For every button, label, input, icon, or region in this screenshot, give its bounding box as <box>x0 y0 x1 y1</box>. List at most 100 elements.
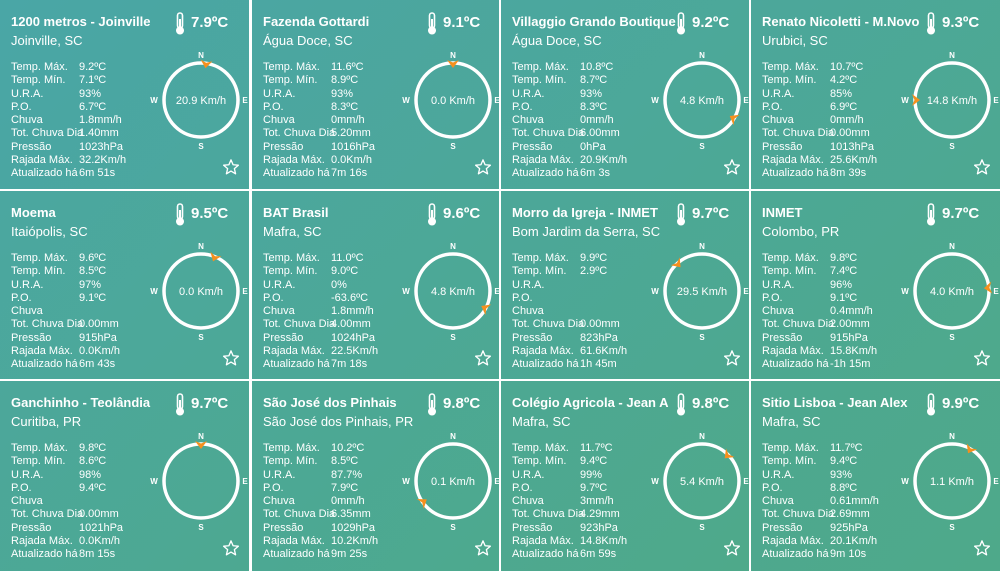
wind-direction-arrow-icon <box>724 448 735 459</box>
compass-w: W <box>901 477 909 486</box>
station-name[interactable]: Villaggio Grando Boutique <box>512 14 676 29</box>
station-name[interactable]: Ganchinho - Teolândia <box>11 395 151 410</box>
value-rain-day-total: 2.69mm <box>830 508 870 521</box>
label-temp-min: Temp. Mín. <box>11 265 66 278</box>
value-pressure: 0hPa <box>580 140 606 153</box>
value-temp-max: 9.9ºC <box>580 252 608 264</box>
label-temp-min: Temp. Mín. <box>762 74 817 87</box>
station-name[interactable]: BAT Brasil <box>263 205 329 220</box>
wind-direction-arrow-icon <box>200 59 213 69</box>
label-dew-point: P.O. <box>512 100 533 113</box>
label-humidity: U.R.A. <box>11 87 44 100</box>
label-rain: Chuva <box>512 495 544 507</box>
star-outline-icon[interactable] <box>973 349 991 367</box>
station-card[interactable]: BAT Brasil Mafra, SC 9.6ºC Temp. Máx. Te… <box>252 191 499 379</box>
station-card[interactable]: Ganchinho - Teolândia Curitiba, PR 9.7ºC… <box>0 381 249 571</box>
value-rain-day-total: 5.20mm <box>331 127 371 140</box>
star-outline-icon[interactable] <box>973 158 991 176</box>
label-temp-max: Temp. Máx. <box>762 442 819 454</box>
station-card[interactable]: Fazenda Gottardi Água Doce, SC 9.1ºC Tem… <box>252 0 499 189</box>
station-card[interactable]: INMET Colombo, PR 9.7ºC Temp. Máx. Temp.… <box>751 191 1000 379</box>
value-updated: -1h 15m <box>830 358 871 370</box>
station-card[interactable]: Moema Itaiópolis, SC 9.5ºC Temp. Máx. Te… <box>0 191 249 379</box>
current-temperature: 9.6ºC <box>443 205 481 222</box>
station-name[interactable]: Moema <box>11 205 56 220</box>
value-rain: 3mm/h <box>580 495 614 507</box>
station-name[interactable]: São José dos Pinhais <box>263 395 397 410</box>
label-max-gust: Rajada Máx. <box>512 344 574 357</box>
value-temp-min: 4.2ºC <box>830 74 858 87</box>
compass-s: S <box>949 523 955 532</box>
value-humidity: 96% <box>830 278 853 291</box>
compass-e: E <box>743 287 749 296</box>
station-name[interactable]: Sitio Lisboa - Jean Alex <box>762 395 908 410</box>
label-temp-min: Temp. Mín. <box>762 265 817 278</box>
station-name[interactable]: Colégio Agricola - Jean A <box>512 395 669 410</box>
label-humidity: U.R.A. <box>762 87 795 100</box>
value-max-gust: 25.6Km/h <box>830 153 878 166</box>
label-max-gust: Rajada Máx. <box>11 534 73 547</box>
compass-e: E <box>494 477 499 486</box>
label-max-gust: Rajada Máx. <box>512 534 574 547</box>
label-updated: Atualizado há <box>263 358 330 370</box>
label-dew-point: P.O. <box>263 291 284 304</box>
label-pressure: Pressão <box>762 140 803 153</box>
star-outline-icon[interactable] <box>474 349 492 367</box>
compass-w: W <box>150 287 158 296</box>
metric-labels: Temp. Máx. Temp. Mín. U.R.A. P.O. Chuva … <box>11 252 83 371</box>
label-humidity: U.R.A. <box>263 87 296 100</box>
compass-n: N <box>198 51 204 60</box>
label-pressure: Pressão <box>512 140 553 153</box>
wind-compass: N S E W 0.0 Km/h <box>150 242 248 342</box>
value-updated: 9m 10s <box>830 548 867 560</box>
station-name[interactable]: Renato Nicoletti - M.Novo <box>762 14 920 29</box>
value-max-gust: 14.8Km/h <box>580 534 628 547</box>
star-outline-icon[interactable] <box>222 539 240 557</box>
station-card[interactable]: São José dos Pinhais São José dos Pinhai… <box>252 381 499 571</box>
star-outline-icon[interactable] <box>723 158 741 176</box>
station-name[interactable]: Morro da Igreja - INMET <box>512 205 658 220</box>
station-city: Mafra, SC <box>263 224 322 239</box>
value-temp-min: 9.4ºC <box>580 455 608 468</box>
station-card[interactable]: Villaggio Grando Boutique Água Doce, SC … <box>501 0 749 189</box>
current-temperature: 9.8ºC <box>443 395 481 412</box>
wind-speed: 4.8 Km/h <box>431 286 475 298</box>
label-temp-min: Temp. Mín. <box>11 455 66 468</box>
station-name[interactable]: INMET <box>762 205 803 220</box>
value-rain: 1.8mm/h <box>79 114 122 126</box>
value-dew-point: 9.4ºC <box>79 481 107 494</box>
star-outline-icon[interactable] <box>474 539 492 557</box>
station-name[interactable]: Fazenda Gottardi <box>263 14 370 29</box>
compass-n: N <box>949 242 955 251</box>
station-card[interactable]: Sitio Lisboa - Jean Alex Mafra, SC 9.9ºC… <box>751 381 1000 571</box>
station-card[interactable]: Renato Nicoletti - M.Novo Urubici, SC 9.… <box>751 0 1000 189</box>
star-outline-icon[interactable] <box>222 158 240 176</box>
label-pressure: Pressão <box>512 331 553 344</box>
value-dew-point: 9.1ºC <box>79 291 107 304</box>
compass-s: S <box>699 142 705 151</box>
label-rain-day-total: Tot. Chuva Dia <box>512 508 585 521</box>
station-city: Bom Jardim da Serra, SC <box>512 224 661 239</box>
station-name[interactable]: 1200 metros - Joinville <box>11 14 151 29</box>
value-updated: 6m 59s <box>580 548 617 560</box>
label-max-gust: Rajada Máx. <box>11 344 73 357</box>
star-outline-icon[interactable] <box>723 539 741 557</box>
label-pressure: Pressão <box>11 331 52 344</box>
star-outline-icon[interactable] <box>973 539 991 557</box>
star-outline-icon[interactable] <box>474 158 492 176</box>
station-city: Mafra, SC <box>512 414 571 429</box>
value-temp-max: 9.8ºC <box>830 252 858 264</box>
star-outline-icon[interactable] <box>222 349 240 367</box>
value-rain: 0.4mm/h <box>830 305 873 317</box>
value-pressure: 923hPa <box>580 521 618 534</box>
compass-n: N <box>949 432 955 441</box>
station-card[interactable]: Colégio Agricola - Jean A Mafra, SC 9.8º… <box>501 381 749 571</box>
current-temperature: 9.3ºC <box>942 14 980 31</box>
metric-labels: Temp. Máx. Temp. Mín. U.R.A. P.O. Chuva … <box>762 61 834 180</box>
value-humidity: 93% <box>830 468 853 481</box>
value-rain-day-total: 6.35mm <box>331 508 371 521</box>
star-outline-icon[interactable] <box>723 349 741 367</box>
station-card[interactable]: Morro da Igreja - INMET Bom Jardim da Se… <box>501 191 749 379</box>
station-card[interactable]: 1200 metros - Joinville Joinville, SC 7.… <box>0 0 249 189</box>
label-dew-point: P.O. <box>512 481 533 494</box>
